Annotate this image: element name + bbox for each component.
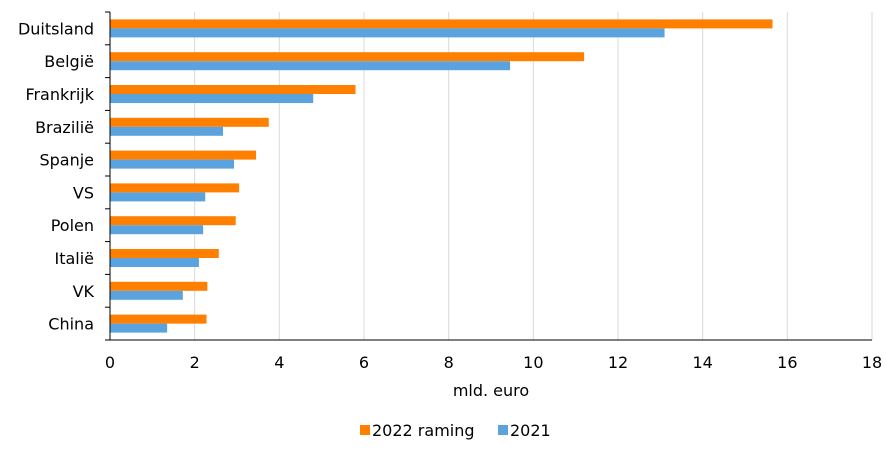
category-label: Frankrijk	[25, 85, 94, 104]
axes	[105, 11, 872, 341]
bar-2022	[110, 314, 207, 324]
bar-2021	[110, 126, 224, 136]
x-tick-label: 18	[862, 353, 882, 372]
bar-2022	[110, 249, 219, 258]
bar-2022	[110, 19, 773, 29]
category-label: Brazilië	[35, 118, 94, 137]
x-tick-label: 0	[105, 353, 115, 372]
legend-label: 2021	[510, 421, 551, 440]
legend-swatch	[360, 425, 370, 435]
x-tick-label: 12	[608, 353, 628, 372]
category-label: Duitsland	[18, 19, 94, 38]
bar-2021	[110, 323, 168, 333]
x-tick-labels: 0 2 4 6 8 10 12 14 16 18	[105, 353, 882, 372]
bar-2022	[110, 216, 236, 226]
x-tick-label: 10	[523, 353, 543, 372]
category-label: VK	[73, 282, 95, 301]
legend-swatch	[498, 425, 508, 435]
category-label: Italië	[54, 249, 94, 268]
bar-2021	[110, 225, 204, 235]
bar-2021	[110, 159, 235, 169]
bar-2022	[110, 281, 208, 291]
bar-2021	[110, 61, 511, 71]
category-labels: Duitsland België Frankrijk Brazilië Spanje VS…	[18, 19, 95, 333]
category-label: Polen	[51, 216, 94, 235]
bars	[110, 19, 773, 333]
x-tick-label: 16	[777, 353, 797, 372]
category-label: Spanje	[39, 151, 94, 170]
legend: 2022 raming 2021	[360, 421, 551, 440]
x-tick-label: 4	[274, 353, 284, 372]
category-label: België	[44, 52, 94, 71]
bar-2021	[110, 28, 665, 38]
bar-2021	[110, 94, 314, 103]
bar-2022	[110, 183, 240, 193]
category-label: China	[48, 315, 94, 334]
bar-2021	[110, 290, 183, 300]
bar-2022	[110, 85, 356, 94]
x-tick-label: 2	[190, 353, 200, 372]
x-tick-label: 6	[359, 353, 369, 372]
bar-2022	[110, 52, 585, 62]
bar-2021	[110, 192, 206, 202]
legend-label: 2022 raming	[372, 421, 475, 440]
bar-2021	[110, 258, 199, 267]
x-tick-label: 8	[444, 353, 454, 372]
category-label: VS	[73, 183, 94, 202]
x-tick-label: 14	[692, 353, 712, 372]
x-axis-label: mld. euro	[453, 381, 529, 400]
bar-2022	[110, 117, 269, 127]
bar-2022	[110, 150, 257, 160]
